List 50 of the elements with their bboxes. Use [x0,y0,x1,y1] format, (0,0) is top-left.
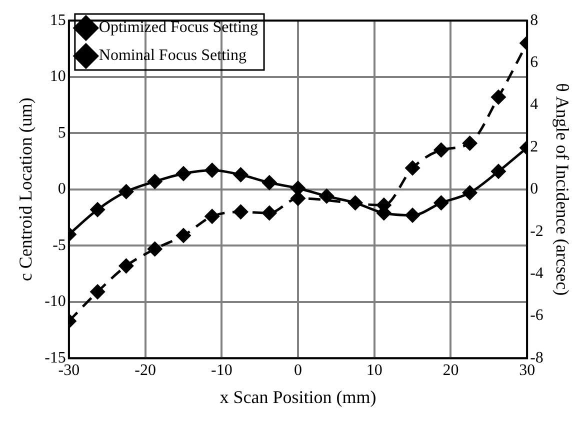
point [262,206,277,220]
point [118,184,134,199]
point [434,196,448,210]
y-tick-label: -10 [44,293,66,310]
y-tick-label: 0 [58,180,66,198]
y-tick-label: 5 [58,124,66,142]
y2-tick-label: 6 [530,54,538,72]
x-tick-label: 20 [442,362,459,380]
x-tick-label: 30 [519,362,536,380]
point [262,175,277,190]
point [148,242,162,256]
point [491,164,506,179]
point [348,196,363,210]
point [290,191,306,206]
legend-label: Nominal Focus Setting [98,47,246,64]
x-tick-label: 10 [366,362,382,380]
x-axis-title: x Scan Position (mm) [220,386,376,407]
point [176,166,191,181]
y-tick-label: 15 [50,12,66,29]
point [491,90,506,104]
y-tick-label: 10 [50,68,66,86]
x-tick-label: -20 [134,362,156,380]
point [148,174,162,189]
point [405,160,420,176]
y-axis-title: c Centroid Location (um) [16,98,36,282]
point [233,168,248,182]
point [176,228,191,243]
point [462,186,478,200]
y2-tick-label: 4 [530,96,538,114]
point [319,188,334,204]
x-tick-label: 0 [294,362,302,380]
y-tick-label: -5 [52,236,66,254]
y2-tick-label: 0 [530,180,538,198]
point [90,284,105,300]
point [204,163,220,178]
y2-tick-label: -4 [530,265,544,282]
point [204,209,220,224]
y2-tick-label: -6 [530,307,544,324]
y2-tick-label: 8 [530,12,538,29]
y2-tick-label: -2 [530,222,544,240]
point [90,202,105,217]
point [462,136,478,151]
point [118,258,134,274]
legend-label: Optimized Focus Setting [98,19,258,36]
point [434,142,448,158]
point [405,208,420,223]
x-tick-label: -10 [210,362,232,380]
point [233,204,248,220]
y2-tick-label: 2 [530,138,538,156]
y2-axis-title: θ Angle of Incidence (arcsec) [552,83,572,296]
